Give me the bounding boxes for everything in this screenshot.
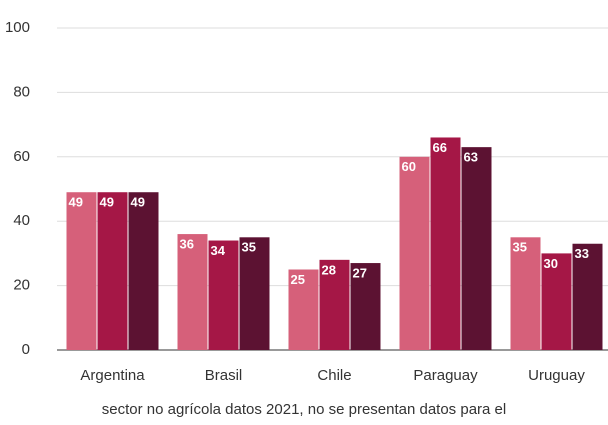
data-label: 35 (513, 240, 527, 255)
y-tick-label: 80 (13, 83, 30, 100)
bar (97, 192, 128, 350)
data-label: 49 (100, 195, 114, 210)
bar (399, 156, 430, 350)
data-label: 60 (402, 159, 416, 174)
x-tick-label: Uruguay (528, 367, 585, 384)
data-label: 49 (131, 195, 145, 210)
bar (572, 243, 603, 350)
data-label: 34 (211, 243, 226, 258)
bar (128, 192, 159, 350)
bar (350, 263, 381, 350)
bar (288, 269, 319, 350)
bar (208, 240, 239, 350)
bar (66, 192, 97, 350)
data-label: 30 (544, 256, 558, 271)
data-label: 63 (464, 150, 478, 165)
x-tick-label: Brasil (205, 367, 243, 384)
bar (239, 237, 270, 350)
bar (177, 234, 208, 350)
data-label: 36 (180, 237, 194, 252)
x-tick-label: Argentina (80, 367, 145, 384)
y-tick-label: 0 (22, 341, 30, 358)
bar (461, 147, 492, 350)
bar (319, 259, 350, 350)
y-tick-label: 60 (13, 148, 30, 165)
y-tick-label: 20 (13, 277, 30, 294)
y-tick-label: 40 (13, 212, 30, 229)
note: sector no agrícola datos 2021, no se pre… (102, 401, 506, 418)
bar (541, 253, 572, 350)
data-label: 66 (433, 140, 447, 155)
bar (510, 237, 541, 350)
data-label: 28 (322, 262, 336, 277)
data-label: 33 (575, 246, 589, 261)
x-tick-label: Chile (317, 367, 351, 384)
data-label: 49 (69, 195, 83, 210)
y-tick-label: 100 (5, 19, 30, 36)
data-label: 27 (353, 265, 367, 280)
data-label: 25 (291, 272, 305, 287)
data-label: 35 (242, 240, 256, 255)
x-tick-label: Paraguay (413, 367, 478, 384)
bar (430, 137, 461, 350)
